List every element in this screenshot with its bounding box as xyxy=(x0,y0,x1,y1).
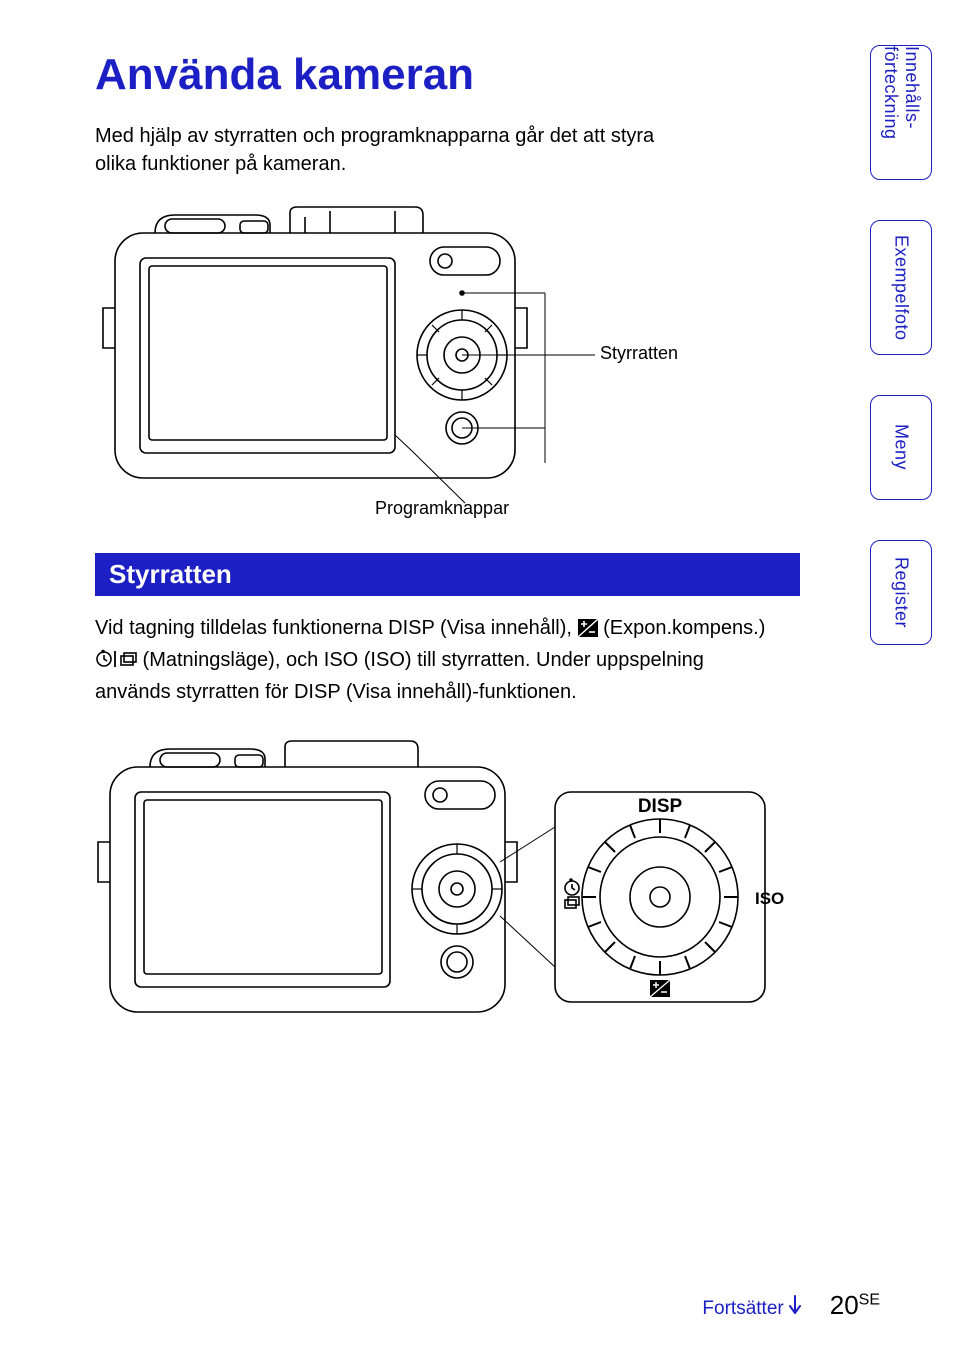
body-paragraph: Vid tagning tilldelas funktionerna DISP … xyxy=(95,614,785,707)
callout-programknappar: Programknappar xyxy=(375,498,509,519)
camera-figure-callouts: Styrratten Programknappar xyxy=(95,203,735,513)
page-number-suffix: SE xyxy=(859,1291,880,1308)
page-number: 20SE xyxy=(830,1290,880,1321)
intro-text: Med hjälp av styrratten och programknapp… xyxy=(95,122,695,178)
page-title: Använda kameran xyxy=(95,50,880,100)
side-tab-menu[interactable]: Meny xyxy=(870,395,932,500)
continue-label: Fortsätter xyxy=(702,1298,783,1320)
drive-mode-icon xyxy=(95,649,137,678)
side-tab-index[interactable]: Register xyxy=(870,540,932,645)
side-tab-label: Meny xyxy=(891,424,912,470)
dial-label-iso: ISO xyxy=(755,889,784,908)
body-part2: (Expon.kompens.) xyxy=(598,617,766,639)
side-tab-sample[interactable]: Exempelfoto xyxy=(870,220,932,355)
down-arrow-icon xyxy=(788,1295,802,1323)
side-tab-label: Register xyxy=(891,557,912,628)
camera-figure-dial-detail: DISP ISO xyxy=(95,732,795,1062)
section-header-styrratten: Styrratten xyxy=(95,553,800,596)
exposure-compensation-icon xyxy=(578,617,598,646)
dial-label-disp: DISP xyxy=(638,796,683,817)
callout-styrratten: Styrratten xyxy=(600,343,678,364)
continue-link[interactable]: Fortsätter xyxy=(702,1295,801,1323)
footer: Fortsätter 20SE xyxy=(702,1290,880,1323)
body-part3: (Matningsläge), och ISO (ISO) till styrr… xyxy=(95,649,704,703)
body-part1: Vid tagning tilldelas funktionerna DISP … xyxy=(95,617,578,639)
side-tab-contents[interactable]: Innehålls-förteckning xyxy=(870,45,932,180)
side-tab-label: Innehålls-förteckning xyxy=(880,46,922,179)
side-tab-label: Exempelfoto xyxy=(891,235,912,341)
page-number-value: 20 xyxy=(830,1290,859,1320)
side-tabs: Innehålls-förteckning Exempelfoto Meny R… xyxy=(870,45,932,645)
